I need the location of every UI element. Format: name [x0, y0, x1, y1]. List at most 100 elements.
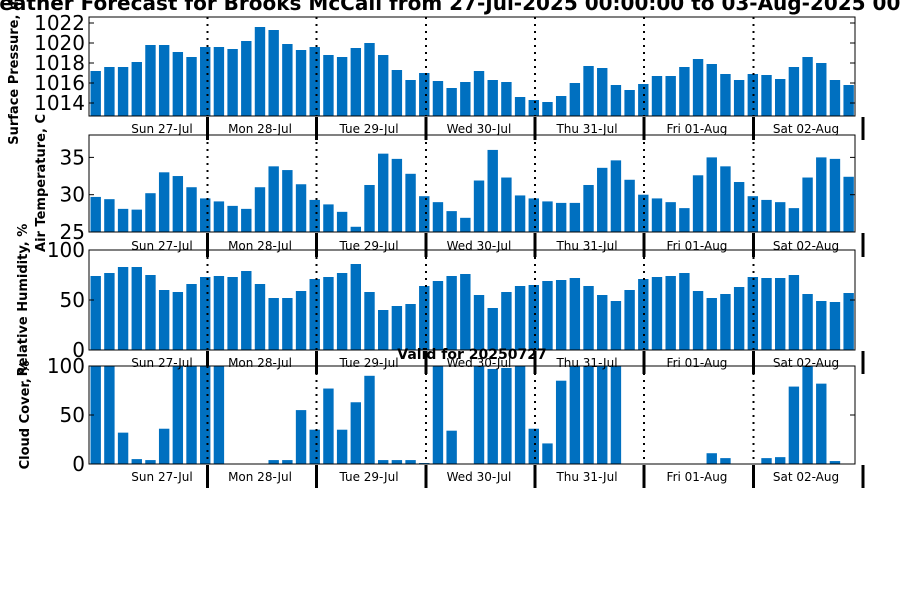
bar [391, 460, 403, 464]
bar [309, 199, 320, 232]
bar [350, 48, 362, 116]
bar [90, 276, 101, 350]
bar [282, 170, 293, 232]
bar [241, 208, 252, 232]
day-label: Thu 31-Jul [555, 356, 617, 370]
bar [788, 386, 800, 464]
bar [350, 264, 362, 350]
bar [364, 375, 375, 464]
day-label: Tue 29-Jul [338, 470, 398, 484]
bar [282, 44, 293, 116]
bar [720, 166, 731, 232]
bar [501, 82, 512, 116]
day-label: Sat 02-Aug [773, 122, 839, 136]
bar [610, 366, 622, 464]
bar [610, 301, 622, 350]
bar [254, 187, 266, 232]
bar [432, 281, 444, 350]
bar [514, 195, 526, 232]
bar [555, 380, 567, 464]
bar [309, 279, 320, 350]
bar [487, 80, 498, 116]
day-label: Tue 29-Jul [338, 122, 398, 136]
bar [733, 287, 745, 350]
bar [501, 367, 512, 464]
bar [268, 166, 279, 232]
bar [651, 277, 663, 350]
y-tick-label: 1022 [34, 11, 85, 35]
bar [555, 96, 567, 116]
bar [775, 457, 786, 464]
bar [295, 50, 307, 116]
bar [227, 205, 238, 232]
bar [377, 153, 389, 232]
bar [200, 366, 211, 464]
bar [528, 100, 539, 116]
bar [583, 286, 594, 350]
bar [336, 57, 348, 116]
bar [679, 273, 690, 350]
bar [377, 460, 389, 464]
bar [419, 196, 430, 232]
bar [405, 80, 416, 116]
y-tick-label: 50 [60, 288, 85, 312]
bar [651, 198, 663, 232]
bar [104, 273, 115, 350]
day-label: Tue 29-Jul [338, 239, 398, 253]
bar [501, 177, 512, 232]
bar [514, 97, 526, 116]
bar [200, 277, 211, 350]
day-label: Wed 30-Jul [447, 356, 512, 370]
bar [158, 428, 170, 464]
bar [90, 71, 101, 116]
bar [775, 278, 786, 350]
bar [117, 267, 129, 350]
bar [665, 76, 676, 116]
bar [158, 172, 170, 232]
bar [692, 291, 704, 350]
bar [364, 292, 375, 350]
bar [487, 149, 498, 232]
bar [542, 281, 553, 350]
y-tick-label: 1016 [34, 71, 85, 95]
bar [583, 184, 594, 232]
day-label: Sun 27-Jul [131, 356, 192, 370]
bar [295, 410, 307, 464]
bar [733, 182, 745, 232]
bar [569, 278, 581, 350]
valid-for-label: Valid for 20250727 [397, 347, 546, 363]
bar [528, 428, 539, 464]
bar [816, 157, 827, 232]
bar [309, 429, 320, 464]
bar [405, 304, 416, 350]
bar [775, 79, 786, 116]
bar [186, 366, 197, 464]
bar [145, 460, 156, 464]
bar [377, 310, 389, 350]
bar [569, 83, 581, 116]
day-label: Sat 02-Aug [773, 470, 839, 484]
bar [268, 298, 279, 350]
bar [227, 277, 238, 350]
panel-2-bars [90, 149, 854, 232]
bar [213, 201, 225, 232]
bar [788, 275, 800, 350]
bar [186, 57, 197, 116]
bar [213, 276, 225, 350]
bar [569, 202, 581, 232]
bar [597, 295, 608, 350]
y-axis-label: Air Temperature, C [34, 114, 49, 252]
bar [172, 176, 184, 232]
labels-layer: Weather Forecast for Brooks McCall from … [0, 0, 900, 484]
bar [829, 302, 841, 350]
bar [131, 62, 142, 116]
bar [227, 49, 238, 116]
bar [597, 68, 608, 116]
y-tick-label: 50 [60, 403, 85, 427]
panel-3-bars [90, 264, 854, 350]
day-label: Fri 01-Aug [667, 239, 728, 253]
day-label: Mon 28-Jul [228, 470, 292, 484]
y-tick-label: 35 [60, 145, 85, 169]
bar [186, 187, 197, 232]
